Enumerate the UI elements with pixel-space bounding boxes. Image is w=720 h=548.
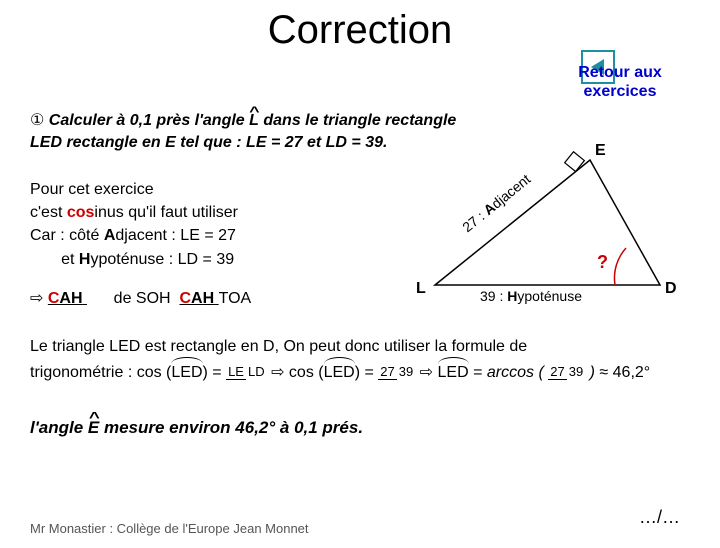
- f-arccos-b: ): [590, 364, 595, 381]
- page-title: Correction: [0, 8, 720, 53]
- res-b: mesure environ 46,2° à 0,1 prés.: [99, 418, 363, 437]
- hyp-a: 39 :: [480, 288, 507, 304]
- frac-3: 2739: [548, 365, 585, 379]
- cah-C: C: [48, 290, 60, 307]
- cah-H: H: [71, 290, 83, 307]
- p-l1b: dans le triangle rectangle: [259, 112, 456, 129]
- res-E: E: [88, 418, 99, 438]
- hyp-H: H: [507, 288, 517, 304]
- e-l3a: Car : côté: [30, 227, 104, 244]
- frac-1: LELD: [226, 365, 267, 379]
- result-line: l'angle E mesure environ 46,2° à 0,1 pré…: [30, 418, 363, 438]
- f-t2c: ) =: [355, 364, 379, 381]
- e-l3A: A: [104, 227, 116, 244]
- formula-block: Le triangle LED est rectangle en D, On p…: [30, 334, 650, 385]
- vertex-L: L: [416, 280, 426, 298]
- f-t2e: =: [469, 364, 487, 381]
- vertex-D: D: [665, 280, 677, 298]
- problem-statement: ① Calculer à 0,1 près l'angle L dans le …: [30, 110, 456, 153]
- res-a: l'angle: [30, 418, 88, 437]
- angle-question: ?: [597, 252, 608, 273]
- triangle-diagram: E L D 27 : Adjacent 39 : Hypoténuse ?: [420, 140, 690, 310]
- f-arr1: ⇨ cos (: [271, 364, 324, 381]
- cah-arrow: ⇨: [30, 290, 48, 307]
- angle-L: L: [249, 110, 259, 132]
- f-t2d: ⇨: [420, 364, 438, 381]
- e-l1: Pour cet exercice: [30, 181, 154, 198]
- f2n: 27: [378, 364, 396, 380]
- f3d: 39: [567, 364, 585, 379]
- pager: …/…: [639, 507, 680, 528]
- f-led3: LED: [438, 360, 469, 386]
- f1n: LE: [226, 364, 246, 380]
- circled-1: ①: [30, 112, 49, 129]
- e-l2b: inus qu'il faut utiliser: [94, 204, 238, 221]
- footer-credit: Mr Monastier : Collège de l'Europe Jean …: [30, 521, 309, 536]
- f-t1: Le triangle LED est rectangle en D, On p…: [30, 338, 527, 355]
- explanation: Pour cet exercice c'est cosinus qu'il fa…: [30, 178, 238, 271]
- cah-A2: A: [191, 290, 203, 307]
- f-led1: LED: [171, 360, 202, 386]
- f3n: 27: [548, 364, 566, 380]
- cah-A: A: [59, 290, 71, 307]
- p-l1a: Calculer à 0,1 près l'angle: [49, 112, 249, 129]
- cah-line: ⇨ CAH de SOH CAH TOA: [30, 288, 251, 308]
- f1d: LD: [246, 364, 267, 379]
- cah-toa: TOA: [219, 290, 252, 307]
- back-link[interactable]: Retour aux exercices: [560, 63, 680, 101]
- f-arccos-a: arccos (: [487, 364, 544, 381]
- f2d: 39: [397, 364, 415, 379]
- e-l4H: H: [79, 251, 91, 268]
- cah-C2: C: [179, 290, 191, 307]
- hypotenuse-label: 39 : Hypoténuse: [480, 288, 582, 304]
- f-t2b: ) =: [203, 364, 227, 381]
- e-cos: cos: [67, 204, 95, 221]
- hyp-b: ypoténuse: [517, 288, 582, 304]
- e-l2a: c'est: [30, 204, 67, 221]
- f-approx: ≈ 46,2°: [599, 364, 650, 381]
- frac-2: 2739: [378, 365, 415, 379]
- f-t2a: trigonométrie : cos (: [30, 364, 171, 381]
- e-l3b: djacent : LE = 27: [115, 227, 236, 244]
- f-led2: LED: [324, 360, 355, 386]
- e-l4a: et: [30, 251, 79, 268]
- p-l2: LED rectangle en E tel que : LE = 27 et …: [30, 134, 387, 151]
- cah-sep: de SOH: [87, 290, 175, 307]
- vertex-E: E: [595, 142, 606, 160]
- e-l4b: ypoténuse : LD = 39: [90, 251, 234, 268]
- cah-H2: H: [203, 290, 215, 307]
